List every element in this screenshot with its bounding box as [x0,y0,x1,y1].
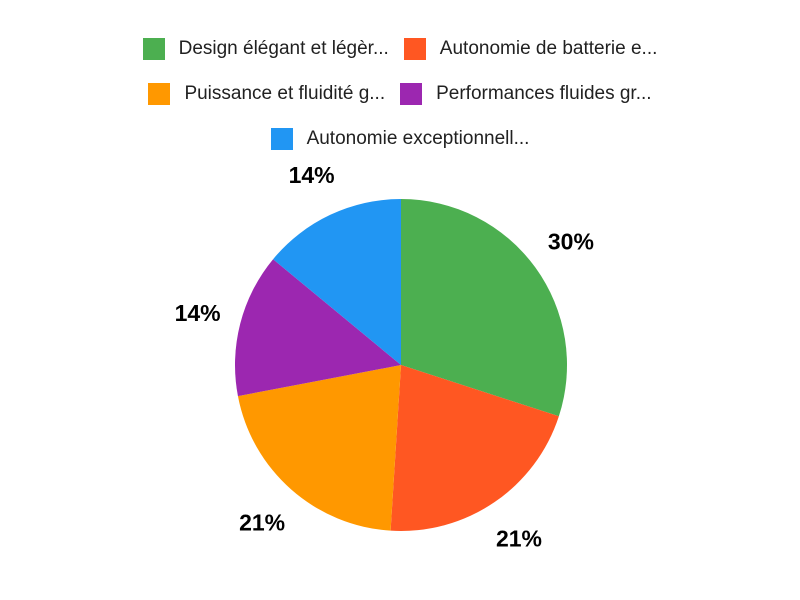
legend-swatch-icon [403,38,426,60]
slice-percent-label: 21% [496,526,542,552]
legend-item[interactable]: Design élégant et légèr... [142,36,389,62]
legend-label: Puissance et fluidité g... [184,83,386,104]
legend-item[interactable]: Autonomie exceptionnell... [270,126,530,152]
legend-item[interactable]: Autonomie de batterie e... [403,36,658,62]
legend-label: Design élégant et légèr... [178,38,389,59]
legend-item[interactable]: Performances fluides gr... [400,81,652,107]
legend-label: Autonomie exceptionnell... [306,128,530,149]
legend-label: Performances fluides gr... [436,83,652,104]
slice-percent-label: 21% [239,510,285,536]
slice-percent-label: 14% [289,162,335,188]
chart-legend: Design élégant et légèr... Autonomie de b… [80,0,720,152]
legend-swatch-icon [148,83,171,105]
legend-swatch-icon [270,128,293,150]
pie-slice[interactable] [234,259,401,397]
legend-label: Autonomie de batterie e... [439,38,658,59]
pie-slice[interactable] [401,199,568,417]
pie-slice[interactable] [273,199,401,365]
legend-swatch-icon [142,38,165,60]
legend-swatch-icon [400,83,423,105]
slice-percent-label: 30% [548,229,594,255]
pie-slice[interactable] [237,365,401,531]
legend-item[interactable]: Puissance et fluidité g... [148,81,385,107]
pie-slice[interactable] [390,365,559,531]
slice-percent-label: 14% [175,300,221,326]
